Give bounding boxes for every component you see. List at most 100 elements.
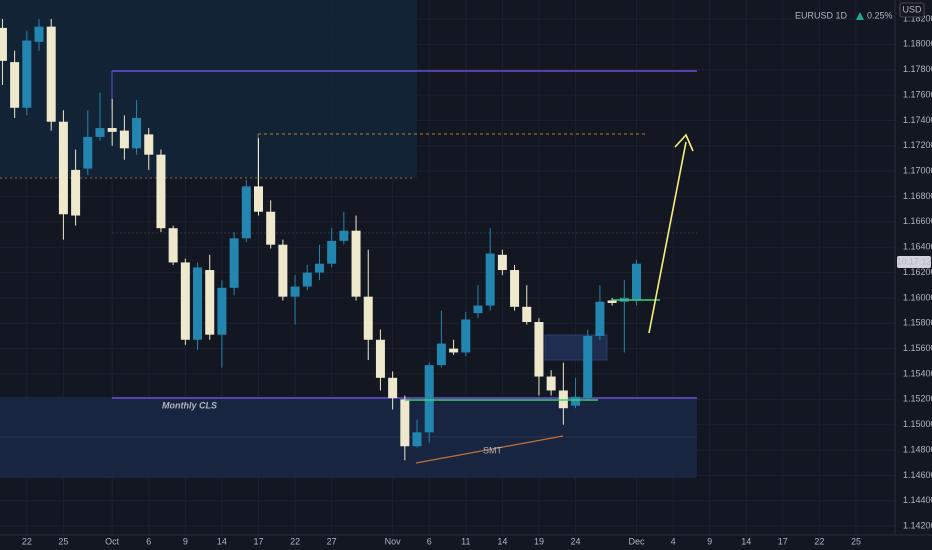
x-tick-label: 22: [290, 536, 300, 546]
candle-body: [571, 396, 581, 406]
x-tick-label: 11: [461, 536, 470, 546]
candle-body: [363, 296, 373, 340]
candle-body: [266, 211, 276, 245]
candle-body: [193, 267, 203, 340]
candle-body: [595, 301, 605, 336]
y-tick-label: 1.14800: [903, 444, 932, 454]
y-tick-label: 1.17600: [903, 89, 932, 99]
x-tick-label: 22: [814, 536, 824, 546]
candle-body: [144, 134, 154, 155]
candle-body: [254, 186, 264, 212]
smt-line: [415, 435, 564, 464]
y-tick-label: 1.16600: [903, 216, 932, 226]
x-tick-label: 9: [707, 536, 712, 546]
y-tick-label: 1.14400: [903, 495, 932, 505]
candle-body: [485, 253, 495, 306]
candle-body: [241, 186, 251, 239]
candle-body: [217, 287, 227, 335]
y-tick-label: 1.15000: [903, 419, 932, 429]
smt-label: SMT: [483, 445, 503, 455]
candle-body: [375, 339, 385, 378]
candle-body: [607, 300, 617, 303]
x-tick-label: 27: [327, 536, 337, 546]
x-tick-label: Nov: [385, 536, 402, 546]
x-tick-label: 6: [427, 536, 432, 546]
candle-body: [180, 262, 190, 340]
x-tick-label: 4: [671, 536, 676, 546]
candle-body: [449, 348, 459, 353]
currency: USD: [902, 4, 922, 14]
candle-body: [339, 230, 349, 241]
x-tick-label: Dec: [628, 536, 645, 546]
x-tick-label: 25: [851, 536, 861, 546]
candle-body: [631, 263, 641, 301]
candle-body: [436, 343, 446, 366]
x-tick-label: 24: [571, 536, 581, 546]
zone: [544, 334, 608, 361]
candle-body: [510, 270, 520, 307]
candle-body: [95, 128, 105, 137]
candle-body: [83, 136, 93, 169]
x-tick-label: 22: [22, 536, 32, 546]
candle-body: [473, 305, 483, 314]
candle-body: [412, 432, 422, 447]
candle-body: [400, 399, 410, 447]
candle-body: [71, 169, 81, 216]
candle-body: [22, 40, 32, 108]
x-tick-label: 14: [217, 536, 227, 546]
candle-body: [327, 240, 337, 264]
candle-body: [58, 121, 68, 215]
candle-body: [461, 319, 471, 353]
candle-body: [302, 272, 312, 287]
candle-body: [290, 286, 300, 297]
candle-body: [205, 270, 215, 335]
y-tick-label: 1.17400: [903, 115, 932, 125]
x-tick-label: 25: [58, 536, 68, 546]
candle-body: [34, 26, 44, 42]
candle-body: [278, 244, 288, 297]
y-tick-label: 1.17000: [903, 166, 932, 176]
monthly-cls-label: Monthly CLS: [162, 400, 217, 410]
y-tick-label: 1.16000: [903, 292, 932, 302]
y-tick-label: 1.17800: [903, 64, 932, 74]
countdown: 10:17:12: [896, 256, 931, 266]
candle-body: [168, 228, 178, 263]
candles: [0, 19, 641, 461]
y-tick-label: 1.14600: [903, 470, 932, 480]
x-tick-label: 17: [778, 536, 788, 546]
candle-body: [0, 27, 7, 61]
x-tick-label: 19: [534, 536, 544, 546]
candle-body: [314, 263, 324, 273]
candle-body: [424, 365, 434, 433]
change: 0.25%: [867, 10, 893, 20]
x-tick-label: 14: [741, 536, 751, 546]
currency-box: [899, 2, 925, 18]
x-tick-label: Oct: [105, 536, 120, 546]
x-tick-label: 17: [253, 536, 263, 546]
zone: [0, 0, 417, 178]
y-tick-label: 1.18200: [903, 13, 932, 23]
candle-body: [497, 254, 507, 271]
y-tick-label: 1.15400: [903, 368, 932, 378]
y-tick-label: 1.18000: [903, 39, 932, 49]
candle-body: [351, 230, 361, 297]
y-tick-label: 1.15800: [903, 318, 932, 328]
candle-body: [546, 376, 556, 391]
symbol-title: EURUSD 1D: [795, 10, 848, 20]
arrow: [648, 141, 687, 334]
y-tick-label: 1.16200: [903, 267, 932, 277]
axes: 1.14200 1.14400 1.14600 1.14800 1.15000 1.152…: [22, 13, 932, 546]
candle-body: [583, 335, 593, 399]
x-tick-label: 9: [183, 536, 188, 546]
arrow-head: [674, 133, 694, 152]
candle-body: [46, 26, 56, 122]
candle-body: [156, 154, 166, 229]
candle-body: [132, 117, 142, 149]
y-tick-label: 1.14200: [903, 521, 932, 531]
y-tick-label: 1.15200: [903, 394, 932, 404]
candle-body: [229, 238, 239, 288]
candle-body: [10, 62, 20, 108]
candle-body: [534, 322, 544, 377]
candle-body: [388, 377, 398, 399]
